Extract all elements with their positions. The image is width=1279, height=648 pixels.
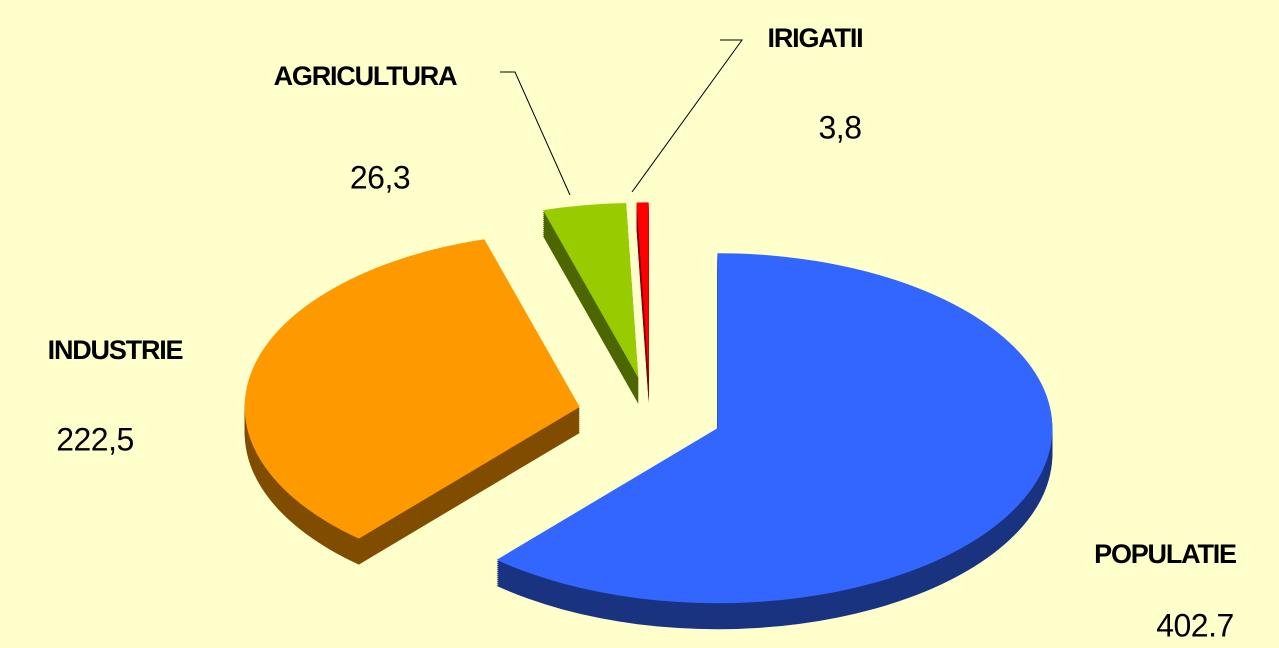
slice-value: 3,8	[819, 109, 862, 145]
slice-name: IRIGATII	[768, 23, 863, 53]
slice-name: INDUSTRIE	[48, 335, 183, 365]
leader-line	[631, 39, 743, 193]
slice	[543, 202, 639, 378]
slice-value: 222,5	[56, 421, 134, 457]
slice-name: POPULATIE	[1094, 539, 1236, 569]
slice-value: 26,3	[350, 159, 410, 195]
leader-line	[500, 71, 571, 196]
slice	[636, 202, 649, 378]
slice-value: 402.7	[1156, 607, 1234, 643]
slice	[244, 239, 580, 539]
tops	[244, 202, 1053, 604]
slice-name: AGRICULTURA	[274, 61, 457, 91]
slice	[496, 253, 1053, 604]
